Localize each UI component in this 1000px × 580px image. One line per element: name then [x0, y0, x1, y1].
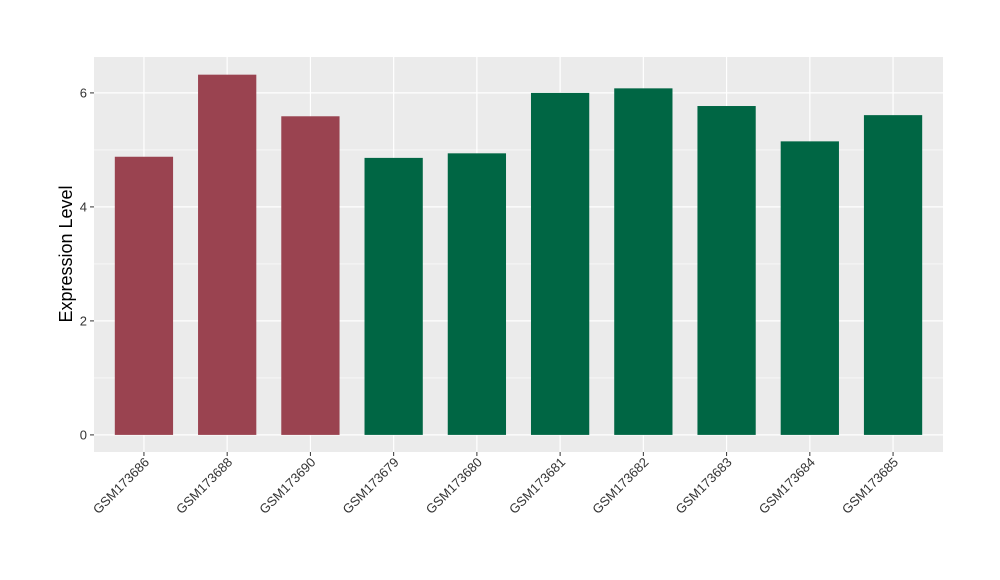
bar-GSM173681 [530, 92, 590, 435]
bar-GSM173684 [780, 141, 839, 435]
x-axis: GSM173686 GSM173688 GSM173690 GSM173679 GSM1… [90, 452, 901, 517]
x-tick-label: GSM173680 [423, 455, 485, 517]
x-tick-label: GSM173688 [173, 455, 235, 517]
x-tick-label: GSM173681 [506, 455, 568, 517]
y-tick-label: 4 [80, 199, 87, 214]
bar-GSM173683 [697, 106, 756, 435]
x-tick-label: GSM173679 [340, 455, 402, 517]
y-tick-label: 0 [80, 427, 87, 442]
x-tick-label: GSM173690 [256, 455, 318, 517]
y-axis-title: Expression Level [56, 185, 76, 322]
bar-GSM173679 [364, 157, 423, 435]
bar-GSM173682 [614, 88, 673, 435]
x-tick-label: GSM173684 [756, 455, 818, 517]
bar-GSM173690 [281, 116, 340, 435]
bars [114, 74, 923, 435]
bar-GSM173685 [863, 115, 923, 435]
x-tick-label: GSM173686 [90, 455, 152, 517]
bar-GSM173686 [114, 156, 174, 435]
bar-GSM173688 [198, 74, 257, 435]
bar-GSM173680 [447, 153, 507, 435]
x-tick-label: GSM173685 [839, 455, 901, 517]
x-tick-label: GSM173682 [589, 455, 651, 517]
y-tick-label: 6 [80, 85, 87, 100]
y-tick-label: 2 [80, 313, 87, 328]
y-axis: 0 2 4 6 [80, 85, 94, 442]
x-tick-label: GSM173683 [672, 455, 734, 517]
